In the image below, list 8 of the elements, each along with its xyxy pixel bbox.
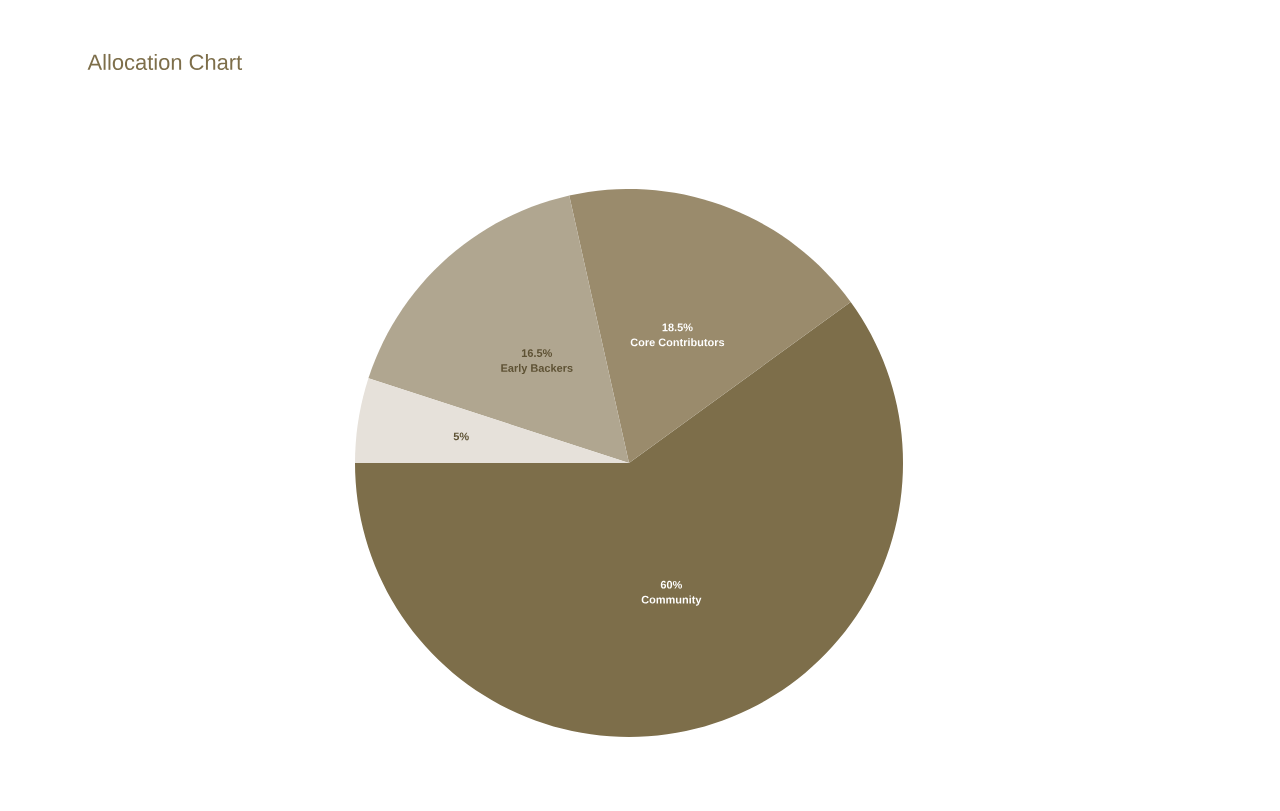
data-label: 18.5% [662, 323, 693, 332]
slice-label: Community [641, 595, 702, 606]
slice-label: Early Backers [501, 363, 573, 375]
data-label: 16.5% [521, 349, 553, 357]
data-label: 5% [453, 432, 469, 441]
slice-label: Core Contributors [630, 338, 725, 347]
text: Allocation Chart [87, 53, 243, 71]
data-label: 60% [660, 580, 683, 589]
